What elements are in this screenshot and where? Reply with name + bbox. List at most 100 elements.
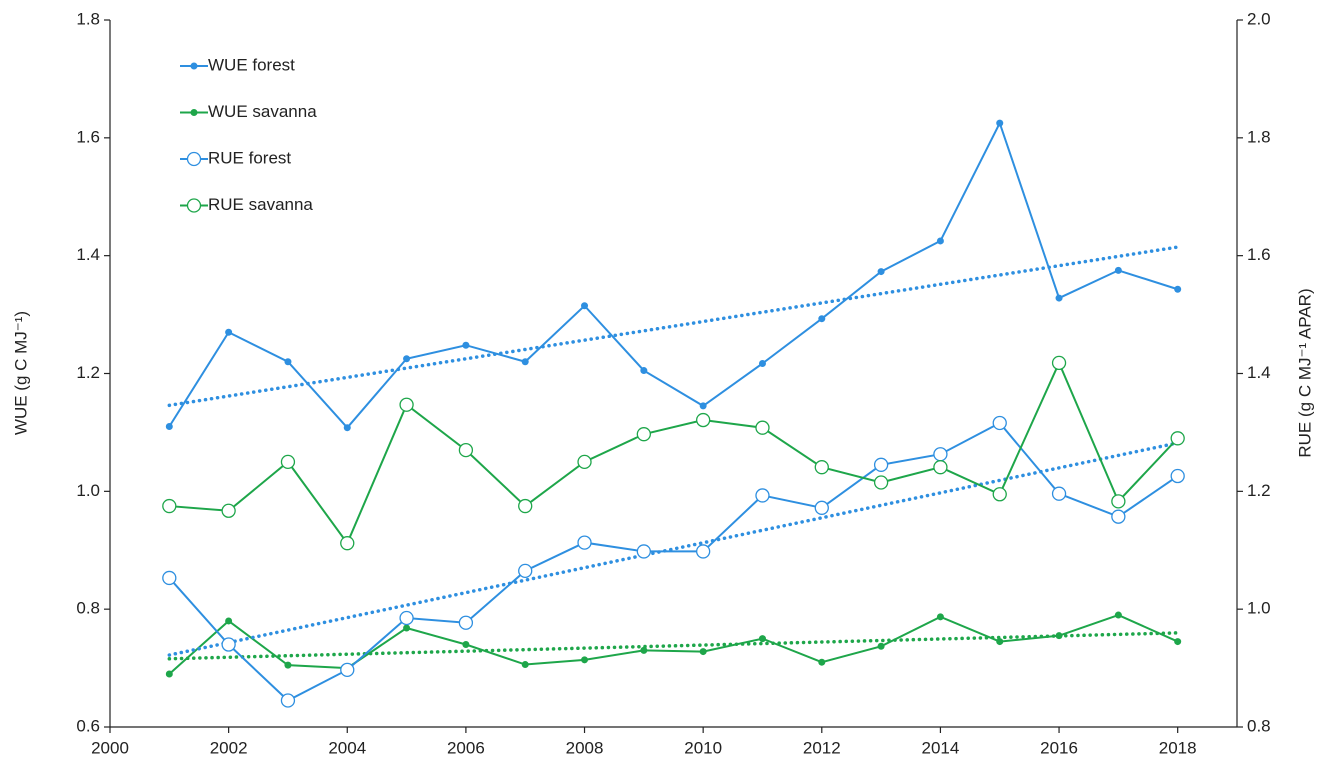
- point: [577, 535, 592, 550]
- legend-label: RUE forest: [208, 148, 291, 167]
- point: [403, 624, 411, 632]
- point: [696, 544, 711, 559]
- point: [814, 460, 829, 475]
- y-tick-label: 1.6: [76, 127, 100, 146]
- point: [873, 457, 889, 472]
- x-tick-label: 2008: [566, 738, 604, 757]
- point: [343, 424, 351, 432]
- point: [577, 454, 592, 470]
- point: [462, 341, 470, 349]
- point: [521, 661, 529, 669]
- point: [225, 328, 233, 336]
- point: [640, 367, 648, 375]
- point: [521, 358, 529, 366]
- point: [225, 617, 233, 625]
- y2-tick-label: 1.2: [1247, 481, 1271, 500]
- series-line: [168, 120, 1178, 430]
- point: [1170, 431, 1185, 446]
- point: [221, 637, 236, 652]
- point: [1174, 638, 1182, 646]
- point: [996, 638, 1004, 646]
- y-tick-label: 1.8: [76, 9, 100, 28]
- point: [1170, 468, 1185, 484]
- point: [755, 420, 770, 435]
- y-tick-label: 1.2: [76, 363, 100, 382]
- x-tick-label: 2012: [803, 738, 841, 757]
- point: [936, 237, 944, 245]
- legend-label: RUE savanna: [208, 195, 313, 214]
- x-tick-label: 2014: [922, 738, 960, 757]
- x-tick-label: 2000: [91, 738, 129, 757]
- y2-tick-label: 1.6: [1247, 245, 1271, 264]
- point: [162, 570, 177, 586]
- x-tick-label: 2004: [328, 738, 366, 757]
- point: [1055, 294, 1063, 302]
- x-tick-label: 2010: [684, 738, 722, 757]
- point: [933, 447, 948, 462]
- point: [818, 315, 826, 323]
- legend-marker: [186, 151, 202, 167]
- point: [814, 500, 829, 515]
- point: [280, 454, 296, 470]
- point: [399, 397, 414, 412]
- series-line: [168, 421, 1179, 702]
- point: [340, 536, 355, 551]
- y-tick-label: 1.4: [76, 245, 100, 264]
- y2-tick-label: 1.4: [1247, 363, 1271, 382]
- x-tick-label: 2016: [1040, 738, 1078, 757]
- x-tick-label: 2006: [447, 738, 485, 757]
- series-line: [169, 360, 1179, 546]
- point: [284, 661, 292, 669]
- point: [1114, 266, 1122, 274]
- point: [581, 656, 589, 664]
- point: [462, 641, 470, 649]
- point: [1174, 285, 1182, 293]
- point: [636, 544, 651, 559]
- point: [1055, 632, 1063, 640]
- point: [873, 475, 889, 490]
- legend-marker: [190, 109, 198, 116]
- point: [221, 503, 236, 518]
- y-tick-label: 0.6: [76, 716, 100, 735]
- point: [936, 613, 944, 621]
- x-tick-label: 2002: [210, 738, 248, 757]
- point: [165, 423, 173, 431]
- legend-label: WUE forest: [208, 55, 295, 74]
- point: [640, 646, 648, 654]
- point: [877, 642, 885, 650]
- point: [755, 488, 770, 503]
- y2-axis-label: RUE (g C MJ⁻¹ APAR): [1295, 288, 1314, 457]
- point: [699, 648, 707, 656]
- point: [1111, 494, 1126, 509]
- point: [699, 402, 707, 410]
- y-tick-label: 0.8: [76, 599, 100, 618]
- point: [458, 442, 474, 458]
- point: [636, 427, 651, 442]
- point: [877, 268, 885, 276]
- series-line: [168, 613, 1179, 675]
- x-tick-label: 2018: [1159, 738, 1197, 757]
- trend-line: [167, 245, 1180, 408]
- point: [996, 119, 1004, 127]
- y2-tick-label: 0.8: [1247, 716, 1271, 735]
- trend-line: [167, 441, 1180, 657]
- point: [518, 498, 533, 514]
- point: [933, 460, 948, 475]
- legend-marker: [186, 198, 202, 213]
- legend-label: WUE savanna: [208, 102, 317, 121]
- point: [165, 670, 173, 678]
- point: [1051, 355, 1067, 371]
- point: [340, 662, 355, 678]
- point: [162, 498, 177, 514]
- point: [518, 563, 533, 579]
- legend-marker: [190, 62, 198, 70]
- point: [1111, 509, 1126, 524]
- point: [284, 358, 292, 366]
- y2-tick-label: 2.0: [1247, 9, 1271, 28]
- y-tick-label: 1.0: [76, 481, 100, 500]
- trend-line: [167, 631, 1180, 661]
- point: [581, 302, 589, 310]
- point: [1051, 486, 1067, 501]
- point: [403, 355, 411, 363]
